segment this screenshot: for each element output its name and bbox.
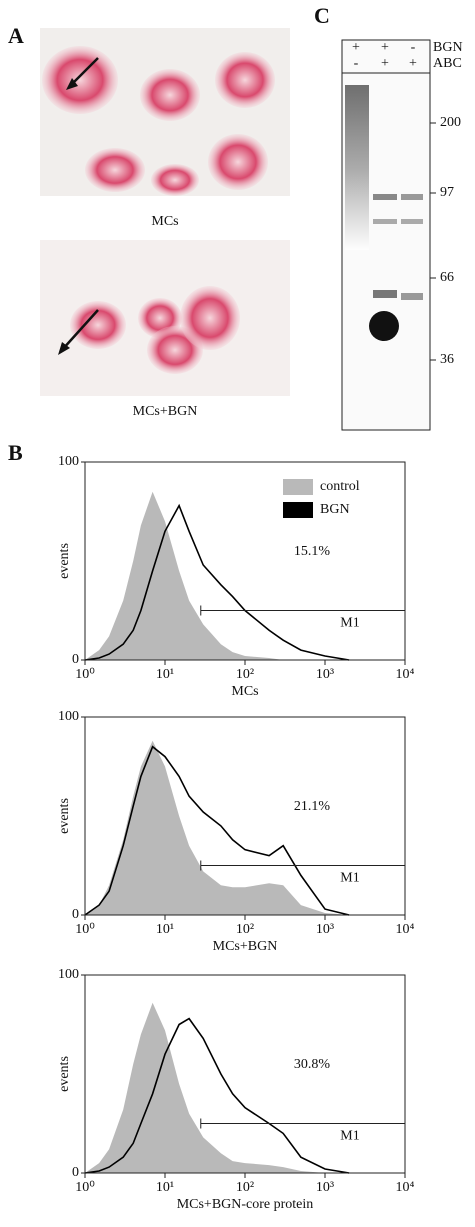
x-tick-label: 10³ <box>316 1180 334 1195</box>
y-axis-label: events <box>57 1056 72 1092</box>
x-tick-label: 10⁰ <box>75 1180 95 1195</box>
row-label: ABC <box>433 56 462 71</box>
control-area <box>85 740 350 915</box>
control-area <box>85 491 350 660</box>
x-axis-label: MCs+BGN <box>213 939 278 954</box>
sample-line <box>84 1017 350 1174</box>
percent-annotation: 21.1% <box>294 799 331 814</box>
control-area <box>85 1002 350 1173</box>
y-tick-label: 0 <box>72 1165 79 1180</box>
caption: MCs+BGN <box>133 404 198 419</box>
x-tick-label: 10² <box>236 667 254 682</box>
x-tick-label: 10³ <box>316 667 334 682</box>
y-tick-label: 100 <box>58 967 79 982</box>
x-axis-label: MCs+BGN-core protein <box>177 1197 314 1212</box>
gate-label: M1 <box>340 616 359 631</box>
y-axis-label: events <box>57 798 72 834</box>
lane-sign: - <box>411 40 416 55</box>
gate-label: M1 <box>340 1129 359 1144</box>
marker-label: 66 <box>440 270 454 285</box>
panel-label: C <box>314 3 330 28</box>
x-tick-label: 10³ <box>316 922 334 937</box>
caption: MCs <box>151 214 178 229</box>
micrograph <box>40 240 290 396</box>
legend-swatch <box>283 502 313 518</box>
x-tick-label: 10⁰ <box>75 667 95 682</box>
legend-label: control <box>320 479 360 494</box>
x-axis-label: MCs <box>231 684 258 699</box>
x-tick-label: 10¹ <box>156 922 174 937</box>
percent-annotation: 30.8% <box>294 1057 331 1072</box>
row-label: BGN <box>433 40 463 55</box>
x-tick-label: 10¹ <box>156 1180 174 1195</box>
percent-annotation: 15.1% <box>294 544 331 559</box>
blot <box>341 39 431 431</box>
legend-swatch <box>283 479 313 495</box>
y-axis-label: events <box>57 543 72 579</box>
y-tick-label: 100 <box>58 454 79 469</box>
y-tick-label: 0 <box>72 907 79 922</box>
x-tick-label: 10⁴ <box>396 922 415 937</box>
sample-line <box>84 745 350 916</box>
x-tick-label: 10⁴ <box>396 1180 415 1195</box>
marker-label: 200 <box>440 115 461 130</box>
sample-line <box>84 503 350 661</box>
panel-label: A <box>8 23 24 48</box>
x-tick-label: 10⁰ <box>75 922 95 937</box>
lane-sign: - <box>354 56 359 71</box>
y-tick-label: 0 <box>72 652 79 667</box>
marker-label: 36 <box>440 352 454 367</box>
x-tick-label: 10¹ <box>156 667 174 682</box>
marker-label: 97 <box>440 185 454 200</box>
x-tick-label: 10² <box>236 922 254 937</box>
gate-label: M1 <box>340 871 359 886</box>
lane-sign: + <box>409 56 417 71</box>
legend-label: BGN <box>320 502 350 517</box>
x-tick-label: 10⁴ <box>396 667 415 682</box>
y-tick-label: 100 <box>58 709 79 724</box>
x-tick-label: 10² <box>236 1180 254 1195</box>
lane-sign: + <box>381 40 389 55</box>
micrograph <box>40 28 290 196</box>
lane-sign: + <box>381 56 389 71</box>
lane-sign: + <box>352 40 360 55</box>
panel-label: B <box>8 440 23 465</box>
